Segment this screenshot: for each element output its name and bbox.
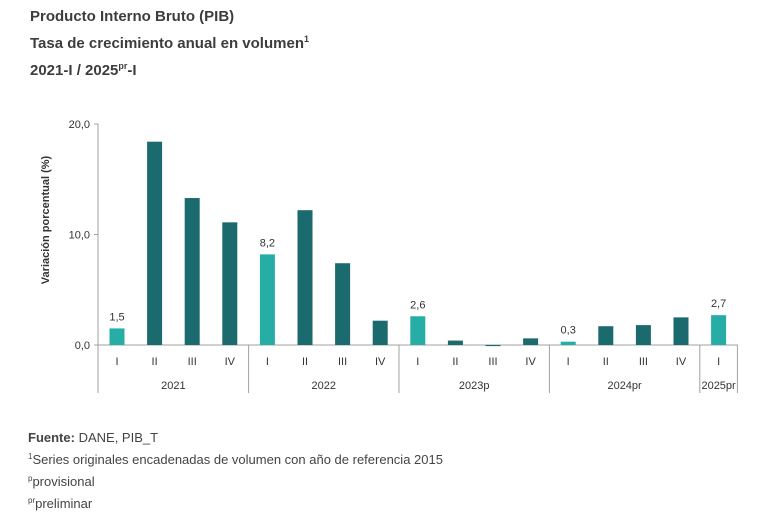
y-axis-title: Variación porcentual (%) xyxy=(40,155,52,284)
x-tick-label: III xyxy=(188,356,197,368)
x-tick-label: IV xyxy=(225,356,236,368)
title-line-1: Producto Interno Bruto (PIB) xyxy=(30,6,309,28)
bar xyxy=(485,345,501,347)
source-line: Fuente: DANE, PIB_T xyxy=(28,428,443,447)
bar xyxy=(447,340,463,345)
x-tick-label: II xyxy=(152,356,158,368)
bar xyxy=(335,263,351,345)
subtitle-footnote-mark: 1 xyxy=(303,34,309,44)
data-label: 0,3 xyxy=(561,325,576,337)
data-label: 8,2 xyxy=(260,237,275,249)
data-label: 1,5 xyxy=(109,311,124,323)
y-tick-label: 20,0 xyxy=(69,119,90,131)
period-start: 2021-I / 2025 xyxy=(30,62,119,79)
bar xyxy=(711,315,727,345)
bar xyxy=(560,341,576,345)
note-3-text: preliminar xyxy=(35,496,93,511)
bar xyxy=(222,222,238,345)
note-1-text: Series originales encadenadas de volumen… xyxy=(32,452,443,467)
bar xyxy=(297,210,313,345)
title-main: Producto Interno Bruto (PIB) xyxy=(30,8,235,25)
bar xyxy=(147,141,163,345)
x-tick-label: II xyxy=(603,356,609,368)
x-tick-label: I xyxy=(266,356,269,368)
bar xyxy=(109,328,125,345)
bar-chart: 0,0 10,0 20,0 Variación porcentual (%) I 1,5 I… xyxy=(40,119,738,393)
note-1-mark: 1 xyxy=(28,452,33,461)
x-tick-label: II xyxy=(302,356,308,368)
group-label: 2025pr xyxy=(701,380,736,392)
period-end: -I xyxy=(127,62,137,79)
x-tick-label: I xyxy=(717,356,720,368)
x-tick-label: IV xyxy=(525,356,536,368)
bar xyxy=(410,316,426,345)
period-sup: pr xyxy=(118,61,128,71)
data-label: 2,7 xyxy=(711,298,726,310)
x-tick-label: I xyxy=(416,356,419,368)
note-3-mark: pr xyxy=(28,496,36,505)
note-2-text: provisional xyxy=(32,474,95,489)
group-label: 2022 xyxy=(312,380,336,392)
x-tick-label: IV xyxy=(676,356,687,368)
x-tick-label: IV xyxy=(375,356,386,368)
group-label: 2023p xyxy=(459,380,490,392)
chart-title: Producto Interno Bruto (PIB) Tasa de cre… xyxy=(30,6,309,82)
note-2-mark: p xyxy=(28,474,33,483)
subtitle-text: Tasa de crecimiento anual en volumen xyxy=(30,35,304,52)
y-tick-label: 10,0 xyxy=(69,230,90,242)
x-tick-label: I xyxy=(115,356,118,368)
x-tick-label: III xyxy=(639,356,648,368)
note-3: prpreliminar xyxy=(28,491,443,513)
group-label: 2024pr xyxy=(607,380,642,392)
group-label: 2021 xyxy=(161,380,185,392)
x-tick-label: I xyxy=(567,356,570,368)
title-line-3: 2021-I / 2025pr-I xyxy=(30,55,309,82)
bar xyxy=(635,325,651,345)
bar xyxy=(598,326,614,345)
chart-footer: Fuente: DANE, PIB_T 1Series originales e… xyxy=(28,428,443,513)
x-tick-label: II xyxy=(452,356,458,368)
source-value: DANE, PIB_T xyxy=(78,430,159,445)
data-label: 2,6 xyxy=(410,299,425,311)
source-label: Fuente: xyxy=(28,430,75,445)
title-line-2: Tasa de crecimiento anual en volumen1 xyxy=(30,28,309,55)
y-tick-label: 0,0 xyxy=(75,340,90,352)
bar xyxy=(372,320,388,345)
bar xyxy=(259,254,275,345)
note-1: 1Series originales encadenadas de volume… xyxy=(28,447,443,469)
bar xyxy=(184,198,200,345)
bar xyxy=(673,317,689,345)
note-2: pprovisional xyxy=(28,469,443,491)
bar xyxy=(523,338,539,345)
x-tick-label: III xyxy=(488,356,497,368)
x-tick-label: III xyxy=(338,356,347,368)
